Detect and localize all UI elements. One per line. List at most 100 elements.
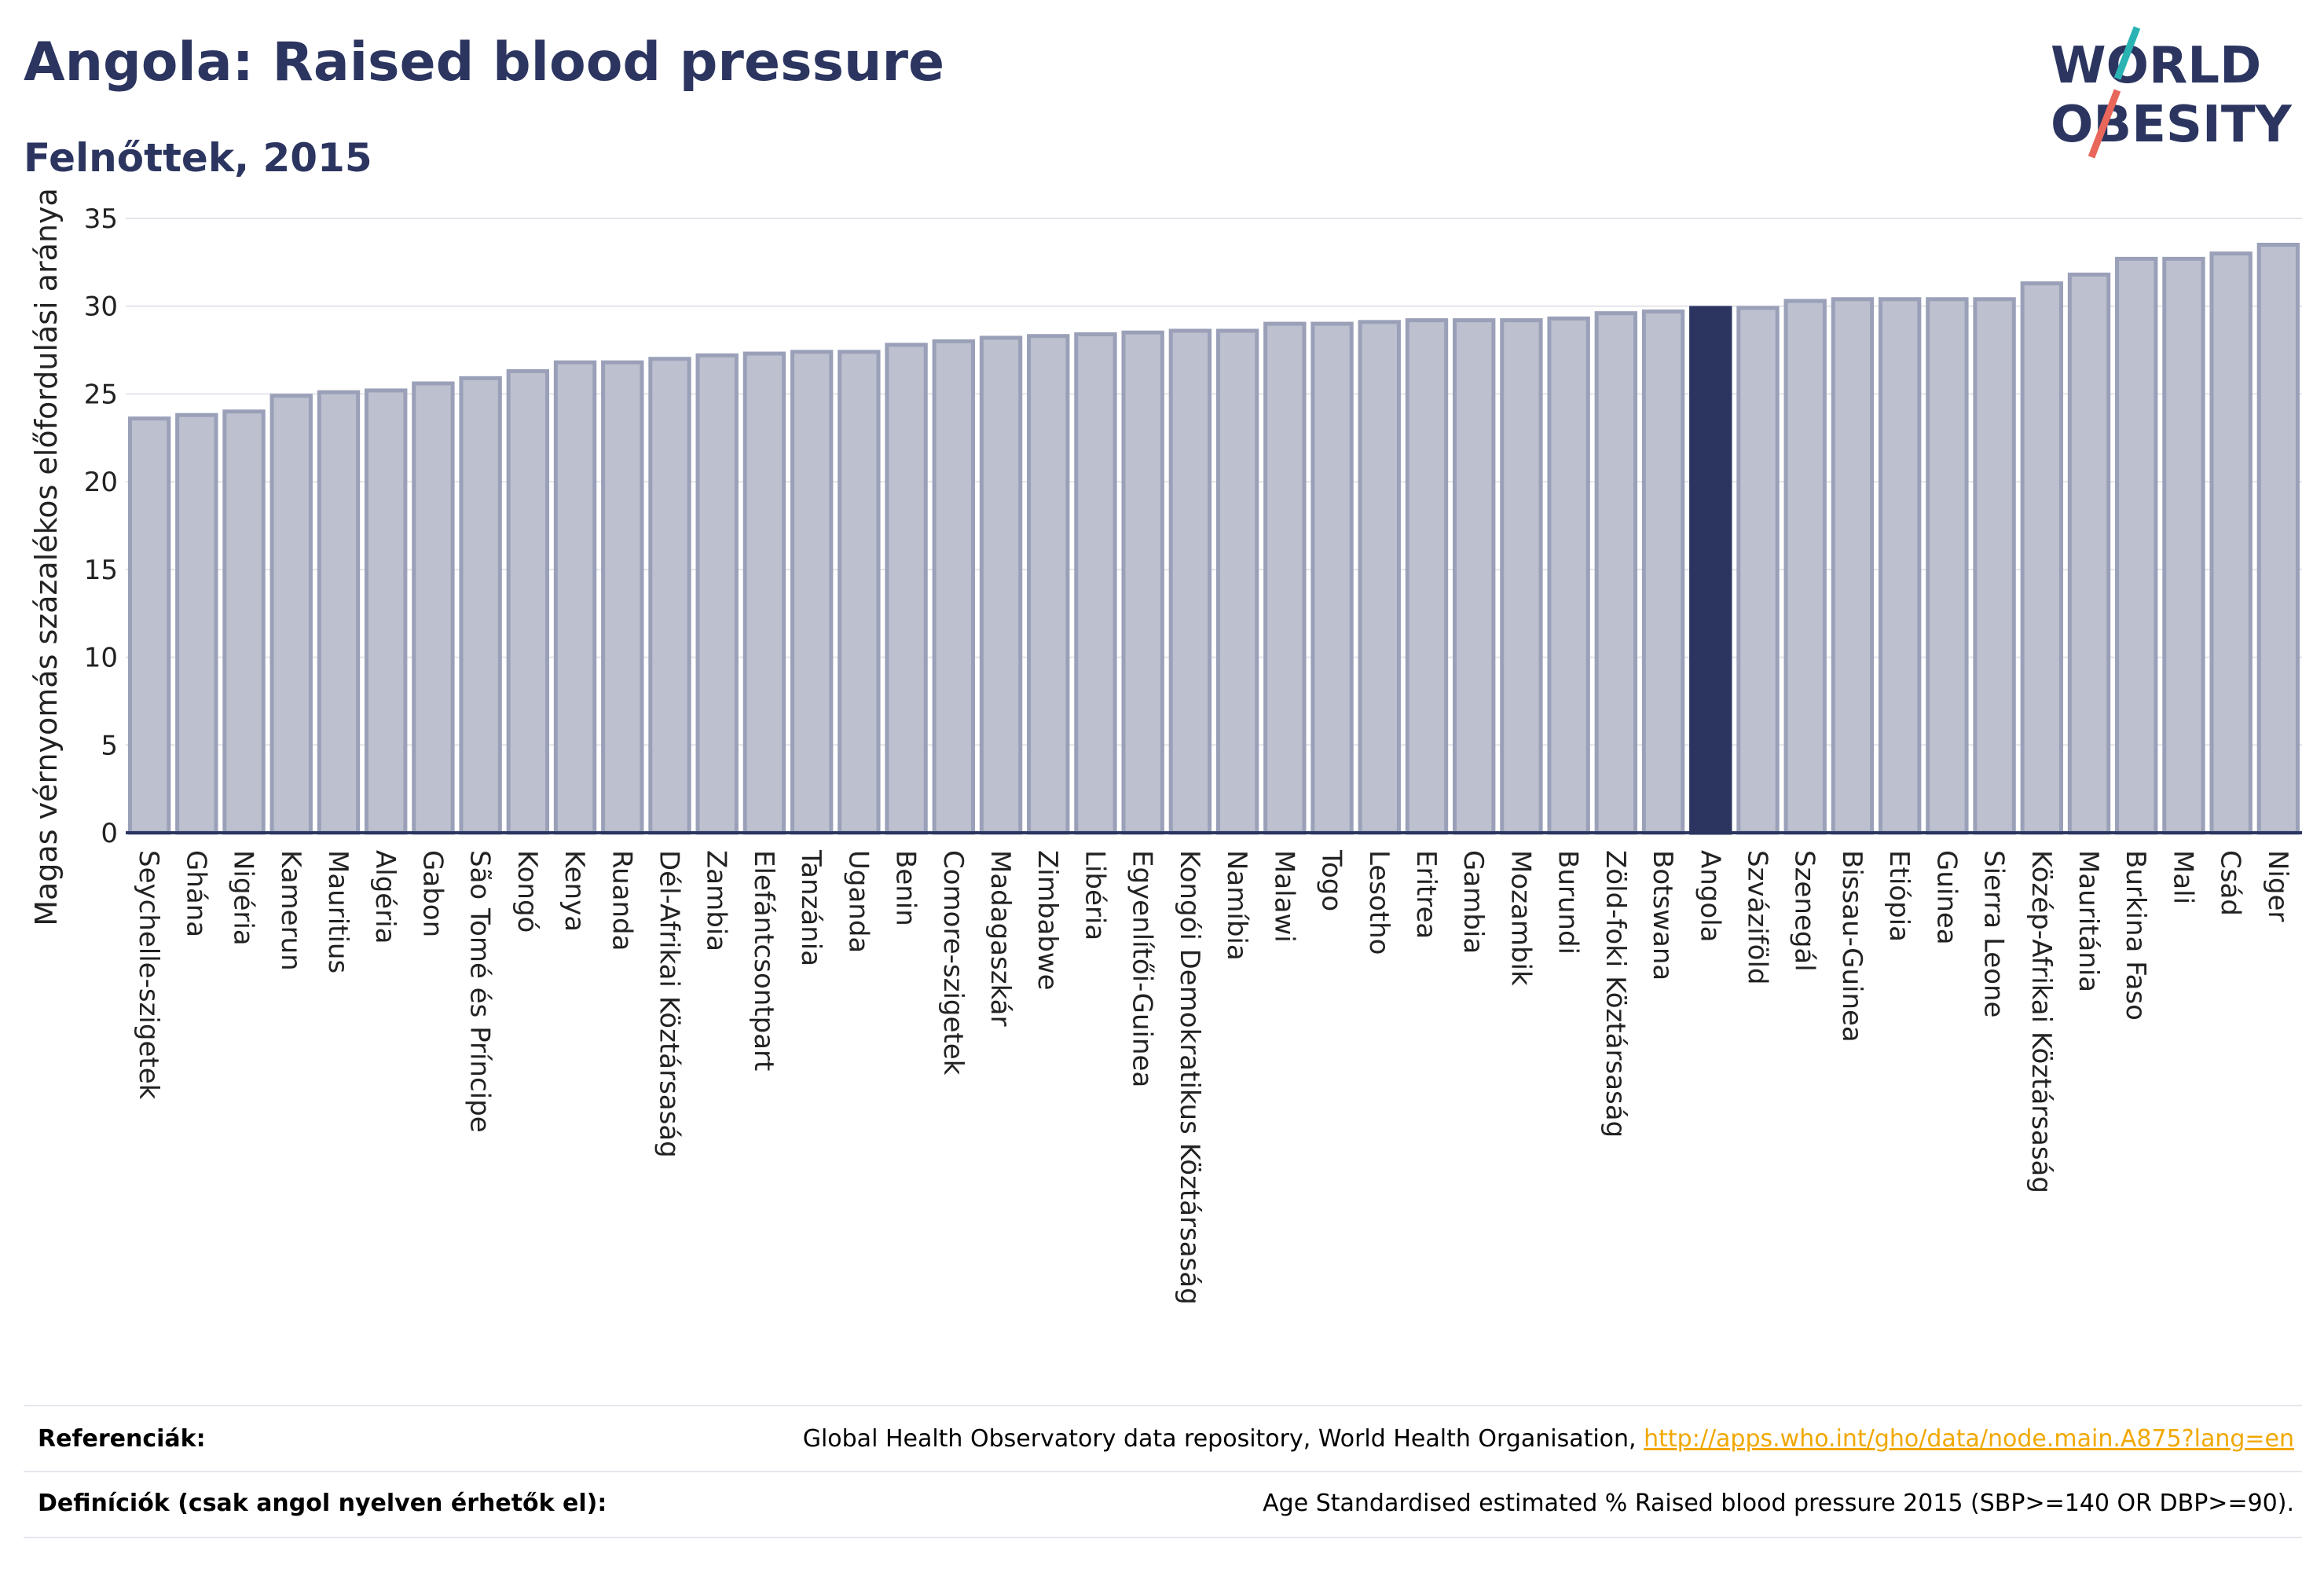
bar xyxy=(1500,318,1543,835)
y-tick-label: 25 xyxy=(84,379,118,410)
bar xyxy=(2115,256,2158,835)
bar xyxy=(1074,332,1117,835)
bar xyxy=(1310,321,1354,835)
x-tick-label: Algéria xyxy=(369,850,401,944)
y-tick-label: 15 xyxy=(84,555,118,586)
x-tick-label: Tanzánia xyxy=(795,849,827,966)
y-tick-label: 10 xyxy=(84,643,118,674)
x-tick-label: Ruanda xyxy=(606,850,637,951)
bar xyxy=(2209,251,2253,835)
bar-highlight xyxy=(1689,306,1732,835)
bar xyxy=(1547,316,1590,835)
x-tick-label: Bissau-Guinea xyxy=(1836,850,1868,1043)
bar xyxy=(1215,328,1259,835)
y-tick-label: 20 xyxy=(84,467,118,498)
bar xyxy=(1405,318,1449,835)
bar xyxy=(601,360,644,835)
bar xyxy=(1783,299,1827,835)
definitions-value: Age Standardised estimated % Raised bloo… xyxy=(1263,1490,2294,1517)
x-tick-label: Eritrea xyxy=(1410,850,1442,939)
x-tick-label: São Tomé és Príncipe xyxy=(464,850,496,1133)
bar xyxy=(695,353,739,835)
bar xyxy=(1878,297,1922,835)
x-tick-label: Gabon xyxy=(416,850,448,937)
bar xyxy=(1831,297,1875,835)
definitions-label: Definíciók (csak angol nyelven érhetők e… xyxy=(38,1490,607,1517)
bar xyxy=(222,409,266,835)
x-tick-label: Kenya xyxy=(559,850,590,932)
x-tick-label: Guinea xyxy=(1930,850,1962,945)
footer-divider-middle xyxy=(24,1471,2302,1472)
x-tick-label: Gambia xyxy=(1457,850,1489,954)
footer-divider-top xyxy=(24,1405,2302,1406)
logo-line1: WORLD xyxy=(2051,37,2261,95)
x-tick-label: Mauritánia xyxy=(2073,850,2104,992)
page-subtitle: Felnőttek, 2015 xyxy=(24,135,372,181)
x-tick-label: Zimbabwe xyxy=(1032,850,1063,991)
x-tick-label: Malawi xyxy=(1268,850,1299,943)
x-tick-label: Szváziföld xyxy=(1742,850,1773,984)
bar xyxy=(1641,309,1685,835)
world-obesity-logo: WORLD OBESITY xyxy=(2051,26,2292,159)
references-value: Global Health Observatory data repositor… xyxy=(803,1425,2294,1453)
footer-definitions-row: Definíciók (csak angol nyelven érhetők e… xyxy=(24,1472,2302,1535)
references-label: Referenciák: xyxy=(38,1425,206,1453)
x-tick-label: Mali xyxy=(2167,850,2198,904)
bar-chart: 0 5 10 15 20 25 30 35 Magas vérnyomás százalékos… xyxy=(29,188,2302,1305)
footer-divider-bottom xyxy=(24,1537,2302,1538)
references-text: Global Health Observatory data repositor… xyxy=(802,1425,1637,1453)
x-tick-label: Kongói Demokratikus Köztársaság xyxy=(1174,850,1205,1305)
bar xyxy=(1594,311,1638,835)
x-tick-label: Namíbia xyxy=(1221,850,1252,961)
x-tick-label: Csád xyxy=(2215,850,2246,916)
x-tick-label: Lesotho xyxy=(1363,850,1395,955)
logo-line2: OBESITY xyxy=(2051,96,2292,154)
x-tick-label: Kongó xyxy=(511,850,543,933)
x-tick-label: Mozambik xyxy=(1505,850,1536,986)
bar xyxy=(175,412,218,835)
x-tick-label: Burkina Faso xyxy=(2120,850,2151,1021)
x-tick-label: Madagaszkár xyxy=(984,850,1016,1026)
x-tick-label: Angola xyxy=(1694,850,1725,942)
y-tick-label: 0 xyxy=(101,818,118,849)
x-tick-label: Kamerun xyxy=(275,850,306,971)
bar xyxy=(127,416,171,835)
bar xyxy=(1263,321,1307,835)
x-tick-label: Nigéria xyxy=(228,850,259,946)
x-tick-label: Elefántcsontpart xyxy=(748,850,779,1071)
y-axis-label: Magas vérnyomás százalékos előfordulási … xyxy=(29,188,64,925)
references-link[interactable]: http://apps.who.int/gho/data/node.main.A… xyxy=(1644,1425,2294,1453)
x-tick-label: Botswana xyxy=(1647,850,1678,980)
bar xyxy=(553,360,597,835)
bar xyxy=(1736,306,1780,835)
bar xyxy=(1973,297,2016,835)
bar xyxy=(885,343,928,835)
bar xyxy=(742,351,786,835)
x-tick-label: Seychelle-szigetek xyxy=(133,850,164,1100)
x-tick-label: Ghána xyxy=(180,850,211,937)
bar xyxy=(1121,330,1164,835)
x-tick-label: Burundi xyxy=(1552,850,1584,955)
bar xyxy=(932,339,975,835)
bar xyxy=(1926,297,1969,835)
x-tick-label: Togo xyxy=(1316,849,1347,911)
x-tick-label: Egyenlítői-Guinea xyxy=(1127,850,1158,1087)
bar xyxy=(365,388,408,835)
x-tick-label: Comore-szigetek xyxy=(937,850,969,1076)
y-tick-label: 5 xyxy=(101,730,118,761)
x-tick-label: Benin xyxy=(890,850,922,926)
x-tick-label: Dél-Afrikai Köztársaság xyxy=(654,850,685,1158)
x-tick-label: Niger xyxy=(2262,850,2293,922)
bar xyxy=(269,394,313,835)
x-tick-label: Etiópia xyxy=(1883,850,1915,942)
x-tick-label: Zöld-foki Köztársaság xyxy=(1600,850,1631,1138)
bar xyxy=(2020,281,2063,835)
bar xyxy=(459,376,502,835)
bar xyxy=(2162,256,2205,835)
bar xyxy=(1168,328,1212,835)
bar xyxy=(412,381,455,835)
x-tick-label: Libéria xyxy=(1079,850,1110,940)
y-tick-label: 35 xyxy=(84,203,118,235)
bar xyxy=(2256,243,2300,835)
x-tick-label: Mauritius xyxy=(322,850,354,973)
